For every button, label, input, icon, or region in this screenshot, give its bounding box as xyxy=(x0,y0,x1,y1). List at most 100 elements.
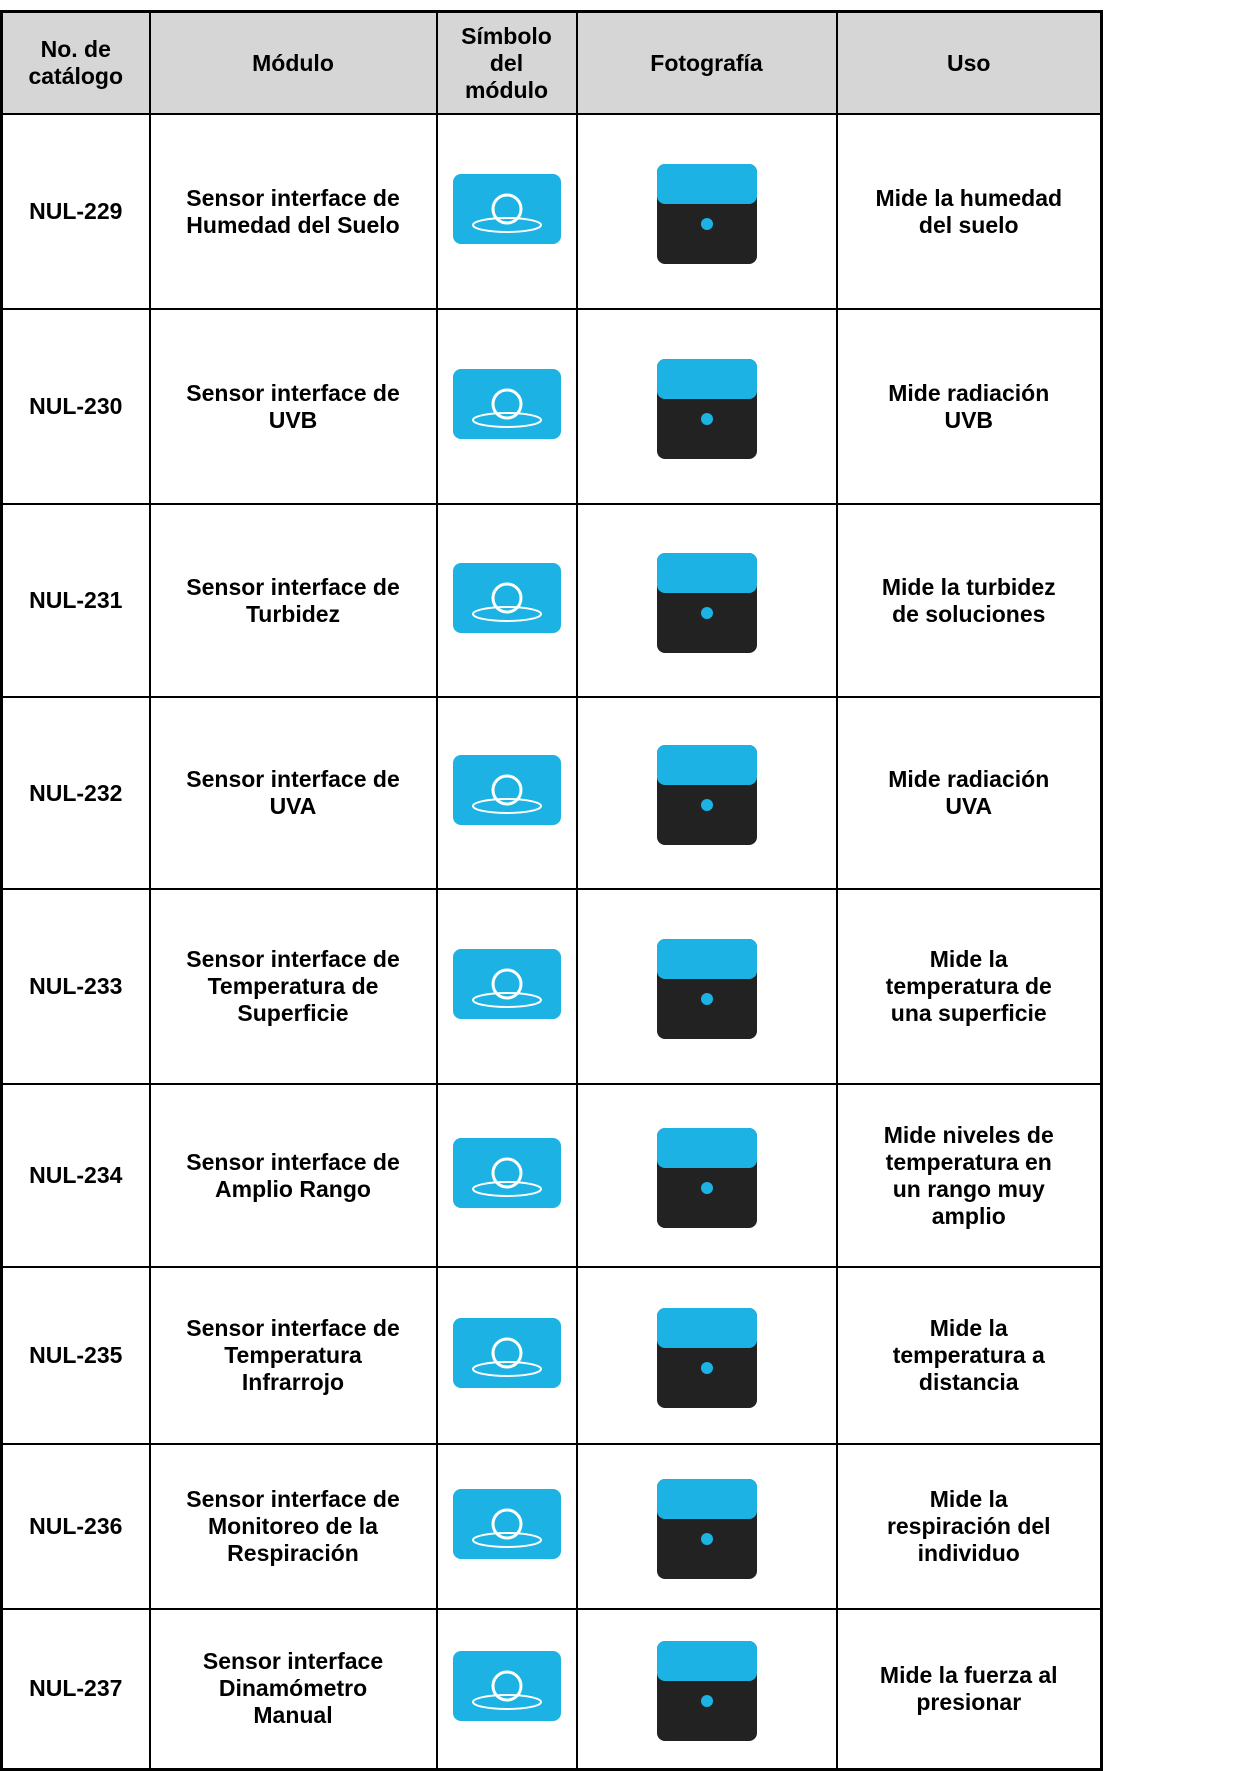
table-row: NUL-236 Sensor interface de Monitoreo de l… xyxy=(0,1443,1103,1610)
text-line: Sensor interface de xyxy=(186,1148,400,1175)
text-line: Sensor interface de xyxy=(186,379,400,406)
catalog-cell: NUL-230 xyxy=(0,308,151,505)
catalog-cell: NUL-231 xyxy=(0,503,151,698)
text-line: temperatura a xyxy=(892,1342,1045,1368)
text-line: Dinamómetro xyxy=(218,1675,368,1702)
catalog-cell: NUL-234 xyxy=(0,1083,151,1268)
use-cell: Mide la temperatura de una superficie xyxy=(835,888,1103,1085)
text-line: Mide niveles de xyxy=(883,1121,1054,1148)
text-line: Sensor interface de xyxy=(186,946,400,972)
photo-cell xyxy=(575,503,838,698)
module-icon xyxy=(452,1650,561,1721)
text-line: Temperatura xyxy=(224,1342,362,1368)
module-cell: Sensor interface Dinamómetro Manual xyxy=(148,1608,438,1770)
text-line: módulo xyxy=(464,76,549,103)
module-icon xyxy=(452,755,561,825)
text-line: Superficie xyxy=(237,1000,349,1026)
icon-cell xyxy=(435,1266,578,1445)
use-cell: Mide la respiración del individuo xyxy=(835,1443,1103,1610)
catalog-cell: NUL-235 xyxy=(0,1266,151,1445)
use-cell: Mide radiación UVB xyxy=(835,308,1103,505)
module-cell: Sensor interface de Humedad del Suelo xyxy=(148,113,438,310)
header-cell: Símbolo del módulo xyxy=(435,10,578,115)
photo-cell xyxy=(575,113,838,310)
photo-cell xyxy=(575,308,838,505)
table-body: NUL-229 Sensor interface de Humedad del Su… xyxy=(0,113,1103,1770)
use-cell: Mide radiación UVA xyxy=(835,696,1103,890)
catalog-cell: NUL-229 xyxy=(0,113,151,310)
table-row: NUL-233 Sensor interface de Temperatura de… xyxy=(0,888,1103,1085)
text-line: Uso xyxy=(947,49,991,76)
text-line: de soluciones xyxy=(892,600,1046,627)
text-line: Mide la humedad xyxy=(875,184,1063,211)
icon-cell xyxy=(435,113,578,310)
text-line: Mide la xyxy=(929,1486,1008,1512)
product-photo xyxy=(656,552,757,653)
photo-cell xyxy=(575,1608,838,1770)
catalog-cell: NUL-237 xyxy=(0,1608,151,1770)
header-row: No. de catálogo Módulo Símbolo del módulo Foto… xyxy=(0,10,1103,115)
text-line: Temperatura de xyxy=(207,973,379,999)
text-line: Mide la turbidez xyxy=(881,573,1056,600)
header-cell: No. de catálogo xyxy=(0,10,151,115)
catalog-cell: NUL-232 xyxy=(0,696,151,890)
module-cell: Sensor interface de Amplio Rango xyxy=(148,1083,438,1268)
photo-cell xyxy=(575,1266,838,1445)
text-line: una superficie xyxy=(890,1000,1047,1026)
text-line: Sensor interface de xyxy=(186,766,400,792)
table-row: NUL-237 Sensor interface Dinamómetro Manual… xyxy=(0,1608,1103,1770)
use-cell: Mide la turbidez de soluciones xyxy=(835,503,1103,698)
table-row: NUL-231 Sensor interface de Turbidez Mide l… xyxy=(0,503,1103,698)
text-line: UVA xyxy=(945,793,993,819)
text-line: UVB xyxy=(944,406,994,433)
module-icon xyxy=(452,1488,561,1559)
product-photo xyxy=(656,163,757,264)
text-line: temperatura en xyxy=(885,1148,1052,1175)
module-icon xyxy=(452,562,561,633)
text-line: Mide radiación xyxy=(888,379,1050,406)
text-line: Sensor interface de xyxy=(186,573,400,600)
text-line: Monitoreo de la xyxy=(208,1513,378,1539)
text-line: Amplio Rango xyxy=(215,1175,371,1202)
icon-cell xyxy=(435,1608,578,1770)
text-line: Infrarrojo xyxy=(241,1369,345,1395)
text-line: Manual xyxy=(253,1702,333,1729)
header-cell: Módulo xyxy=(148,10,438,115)
table-row: NUL-234 Sensor interface de Amplio Rango Mi… xyxy=(0,1083,1103,1268)
catalog-cell: NUL-236 xyxy=(0,1443,151,1610)
text-line: distancia xyxy=(918,1369,1019,1395)
module-icon xyxy=(452,1317,561,1388)
module-cell: Sensor interface de UVB xyxy=(148,308,438,505)
module-cell: Sensor interface de Temperatura de Superfi… xyxy=(148,888,438,1085)
text-line: Turbidez xyxy=(245,600,341,627)
use-cell: Mide la humedad del suelo xyxy=(835,113,1103,310)
icon-cell xyxy=(435,503,578,698)
module-cell: Sensor interface de Turbidez xyxy=(148,503,438,698)
text-line: Símbolo xyxy=(461,22,552,49)
use-cell: Mide la temperatura a distancia xyxy=(835,1266,1103,1445)
icon-cell xyxy=(435,696,578,890)
text-line: individuo xyxy=(917,1540,1020,1566)
icon-cell xyxy=(435,1443,578,1610)
text-line: No. de xyxy=(40,36,111,62)
product-photo xyxy=(656,745,757,845)
table-row: NUL-229 Sensor interface de Humedad del Su… xyxy=(0,113,1103,310)
module-icon xyxy=(452,173,561,244)
text-line: Humedad del Suelo xyxy=(186,211,400,238)
text-line: amplio xyxy=(931,1202,1006,1229)
table-row: NUL-235 Sensor interface de Temperatura Inf… xyxy=(0,1266,1103,1445)
module-icon xyxy=(452,948,561,1019)
catalog-table: No. de catálogo Módulo Símbolo del módulo Foto… xyxy=(0,10,1103,1771)
text-line: UVA xyxy=(269,793,317,819)
icon-cell xyxy=(435,1083,578,1268)
photo-cell xyxy=(575,696,838,890)
product-photo xyxy=(656,358,757,459)
module-cell: Sensor interface de UVA xyxy=(148,696,438,890)
text-line: Fotografía xyxy=(650,49,763,76)
use-cell: Mide niveles de temperatura en un rango mu… xyxy=(835,1083,1103,1268)
icon-cell xyxy=(435,308,578,505)
text-line: Mide la fuerza al xyxy=(879,1661,1058,1688)
product-photo xyxy=(656,1127,757,1228)
product-photo xyxy=(656,1307,757,1408)
